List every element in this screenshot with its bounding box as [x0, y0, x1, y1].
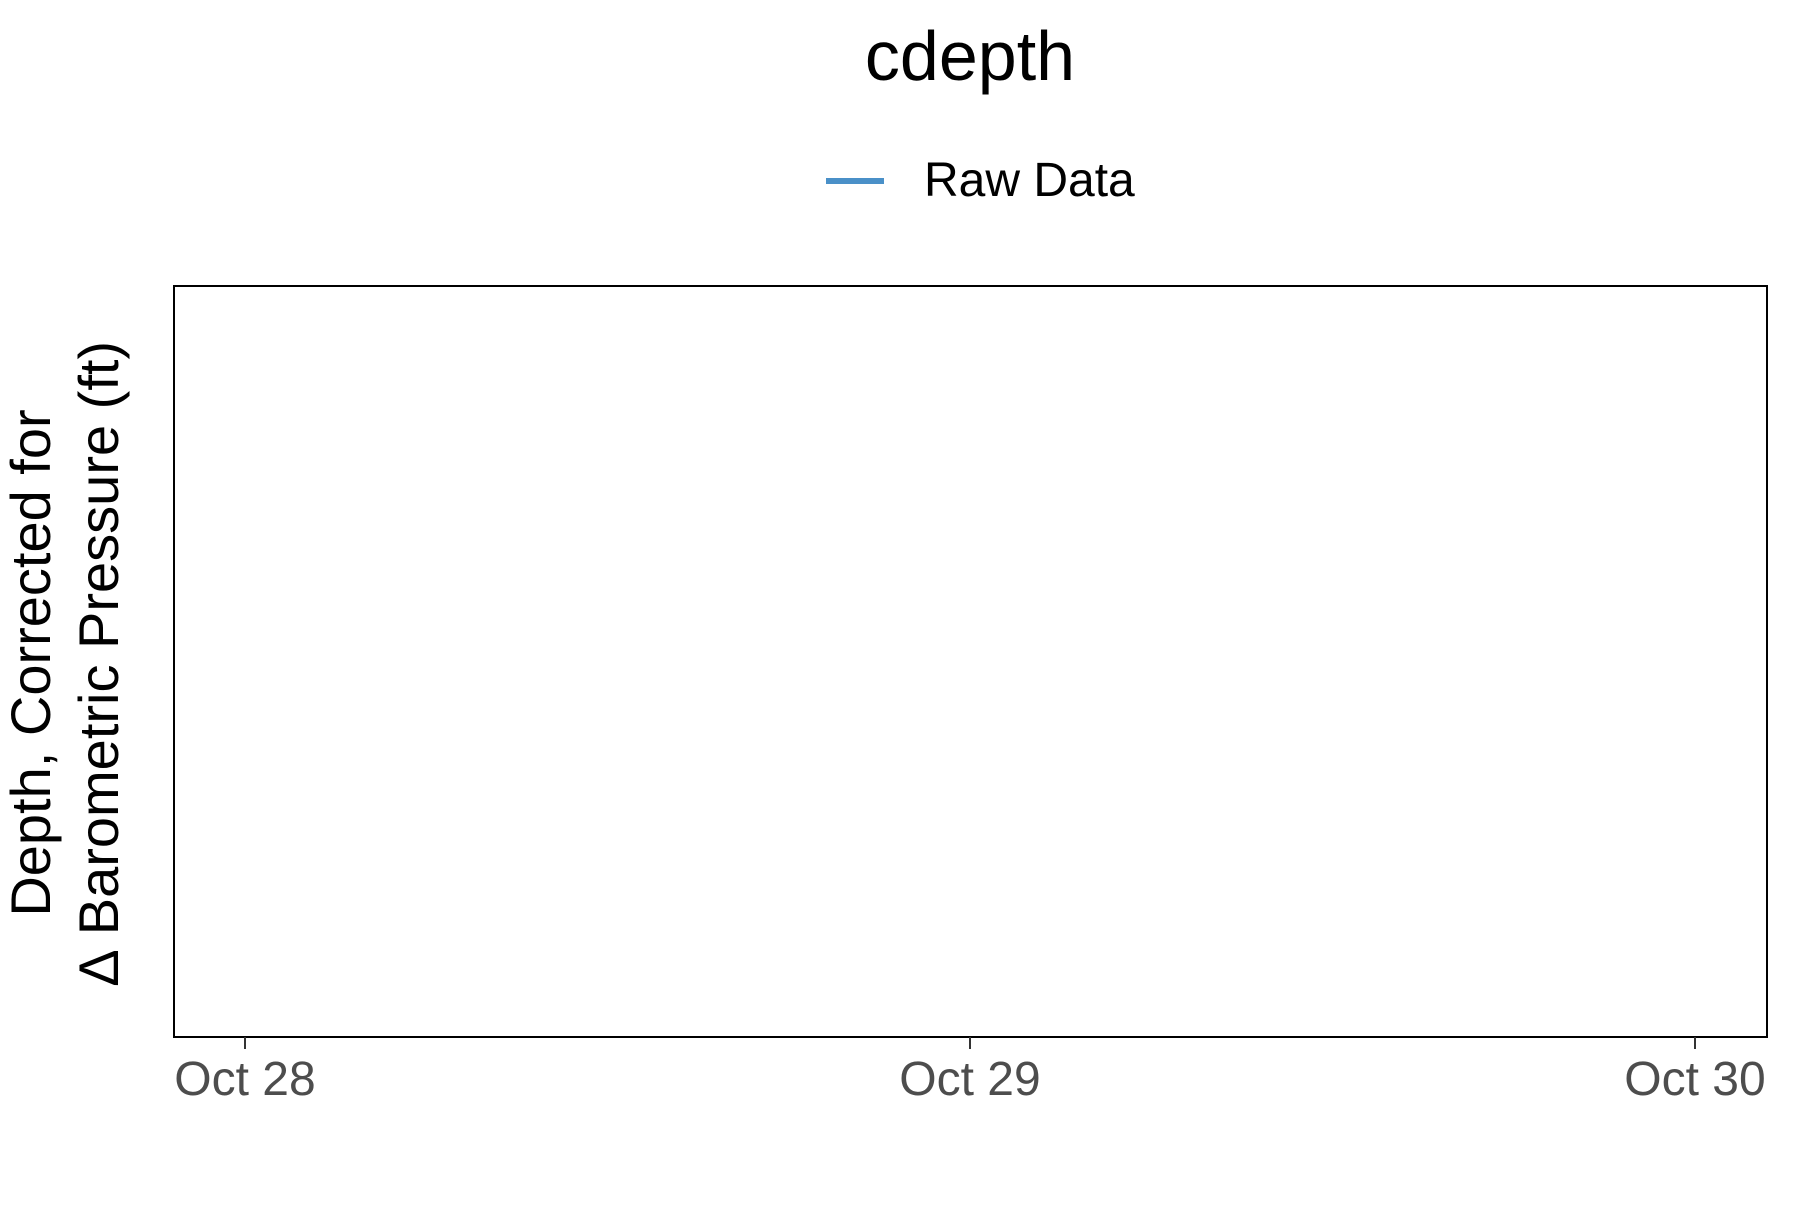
y-axis-label-line-1: Depth, Corrected for: [0, 409, 62, 916]
x-tick-label: Oct 29: [899, 1053, 1040, 1106]
y-axis-label: Depth, Corrected for ∆ Barometric Pressu…: [0, 341, 130, 985]
legend-label-raw-data: Raw Data: [924, 154, 1135, 207]
x-tick-label: Oct 28: [174, 1053, 315, 1106]
x-axis: Oct 28 Oct 29 Oct 30: [174, 1037, 1766, 1106]
x-tick-label: Oct 30: [1624, 1053, 1765, 1106]
legend: Raw Data: [826, 154, 1135, 207]
chart-title: cdepth: [865, 17, 1075, 95]
plot-panel: [173, 285, 1768, 1038]
y-axis-label-line-2: ∆ Barometric Pressure (ft): [67, 341, 130, 985]
